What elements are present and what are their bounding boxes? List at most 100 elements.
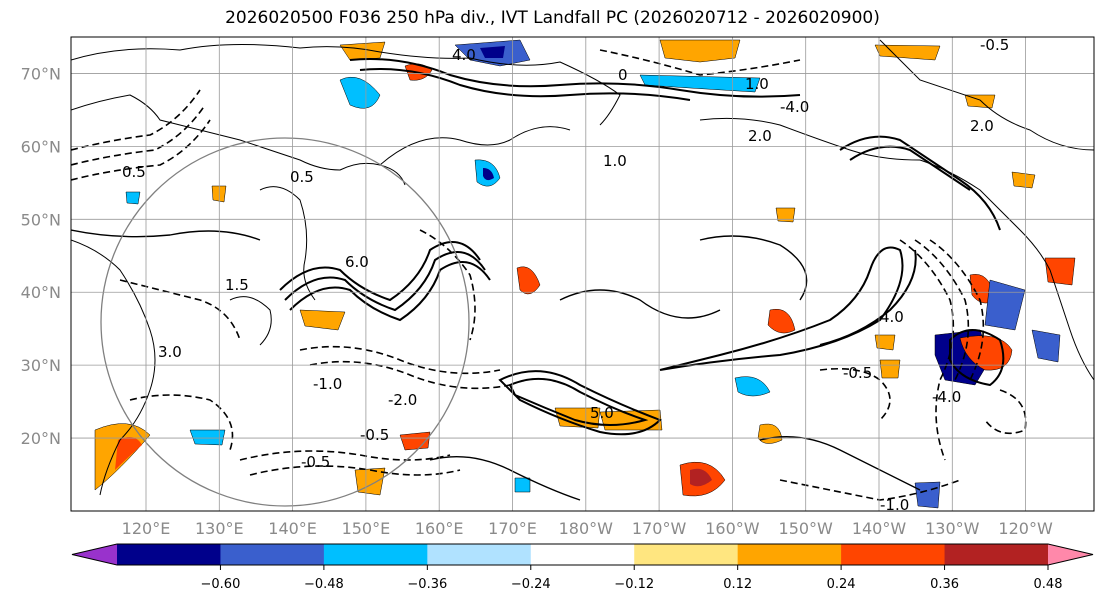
lon-label: 140°E [268,519,317,538]
coastline [379,126,571,166]
div-positive-area [399,431,431,451]
map-frame [70,36,1095,512]
lon-label: 160°E [415,519,464,538]
contour-dashed [249,465,461,476]
colorbar-segment [944,544,1049,565]
colorbar-tick-label: 0.12 [723,577,752,592]
div-negative-area [1031,329,1061,363]
colorbar-tick-label: 0.24 [827,577,856,592]
contour-label: -4.0 [780,98,809,116]
longitude-labels: 120°E 130°E 140°E 150°E 160°E 170°E 180°W 170°W… [122,519,1053,538]
contour-solid [508,377,649,426]
contour-dashed [984,389,1027,435]
contour-solid [429,456,581,501]
contour-dashed [71,104,206,166]
map-background [71,37,1094,511]
lat-label-50n: 50°N [21,210,61,229]
contour-solid [559,289,721,319]
colorbar-segment [530,544,635,565]
lon-label: 120°E [122,519,171,538]
div-positive-area [1011,171,1036,189]
contour-dashed [239,450,451,461]
colorbar-outline [71,543,1094,566]
coastline [259,186,316,301]
contour-label: 2.0 [970,117,994,135]
contour-label: 0.5 [122,163,146,181]
coastline [71,239,156,496]
contour-label: -2.0 [388,391,417,409]
colorbar-tick-label: −0.12 [614,577,654,592]
lat-label-60n: 60°N [21,137,61,156]
contour-solid [289,261,491,322]
contour-label: 2.0 [748,127,772,145]
map-layer: 0.5 0.5 -0.5 -0.5 -0.5 1.0 1.0 -1.0 -1.0… [71,37,1094,514]
lon-label: 160°W [705,519,760,538]
coastline [919,159,1094,381]
gridlines [71,37,1094,511]
contour-label: 1.0 [603,152,627,170]
colorbar-segment [427,544,532,565]
lon-label: 180°W [559,519,614,538]
contour-solid [498,370,662,436]
contour-dashed [929,239,985,381]
colorbar-segment [220,544,325,565]
coastline [71,43,621,126]
div-positive-area [874,334,896,351]
div-negative-area [483,168,494,181]
div-negative-area [639,74,761,93]
div-negative-area [734,376,771,397]
contour-label: -1.0 [313,375,342,393]
coastlines [71,39,1094,496]
colorbar-tick-label: −0.48 [304,577,344,592]
contour-dashed [599,49,801,76]
contour-label: -0.5 [301,453,330,471]
contour-dashed [71,119,211,181]
div-negative-area [514,477,531,493]
div-positive-area [879,359,901,379]
div-negative-area [914,481,941,509]
colorbar-segment [841,544,946,565]
contour-dashed [899,239,955,461]
contour-dashed [119,279,241,341]
colorbar-tick-label: 0.36 [930,577,959,592]
div-positive-area [516,266,541,295]
lat-label-20n: 20°N [21,429,61,448]
colorbar-extend-max [1048,544,1093,565]
contour-label: 6.0 [345,253,369,271]
lon-label: 130°W [925,519,980,538]
colorbar-extend-min [72,544,117,565]
colorbar-segment [117,544,221,565]
contour-label: 0 [618,66,628,84]
colorbar-segment [634,544,739,565]
div-positive-area [767,308,796,334]
contour-label: -1.0 [880,496,909,514]
coastline [229,296,272,346]
contour-label: 1.0 [745,75,769,93]
lat-label-30n: 30°N [21,356,61,375]
contour-label: 3.0 [158,343,182,361]
contour-solid [349,58,801,98]
div-positive-area [339,41,386,61]
div-positive-area [1044,257,1076,286]
div-positive-area [959,335,1013,371]
div-negative-area [339,76,381,109]
contour-solid [759,436,921,491]
landfall-radius-circle [100,137,470,507]
contour-solid [279,241,481,302]
lat-label-70n: 70°N [21,64,61,83]
contour-label: 1.5 [225,276,249,294]
lon-label: 170°E [488,519,537,538]
coastline [699,117,921,161]
colorbar-tick-label: −0.36 [407,577,447,592]
div-positive-area [874,44,941,61]
contour-dashed [129,394,234,451]
lon-label: 170°W [632,519,687,538]
div-positive-area [964,94,996,109]
div-negative-area [480,46,505,58]
contour-dashed [819,367,891,421]
coastline [71,94,406,186]
contour-label: 0.5 [290,168,314,186]
lat-label-40n: 40°N [21,283,61,302]
map-title: 2026020500 F036 250 hPa div., IVT Landfa… [225,8,880,28]
